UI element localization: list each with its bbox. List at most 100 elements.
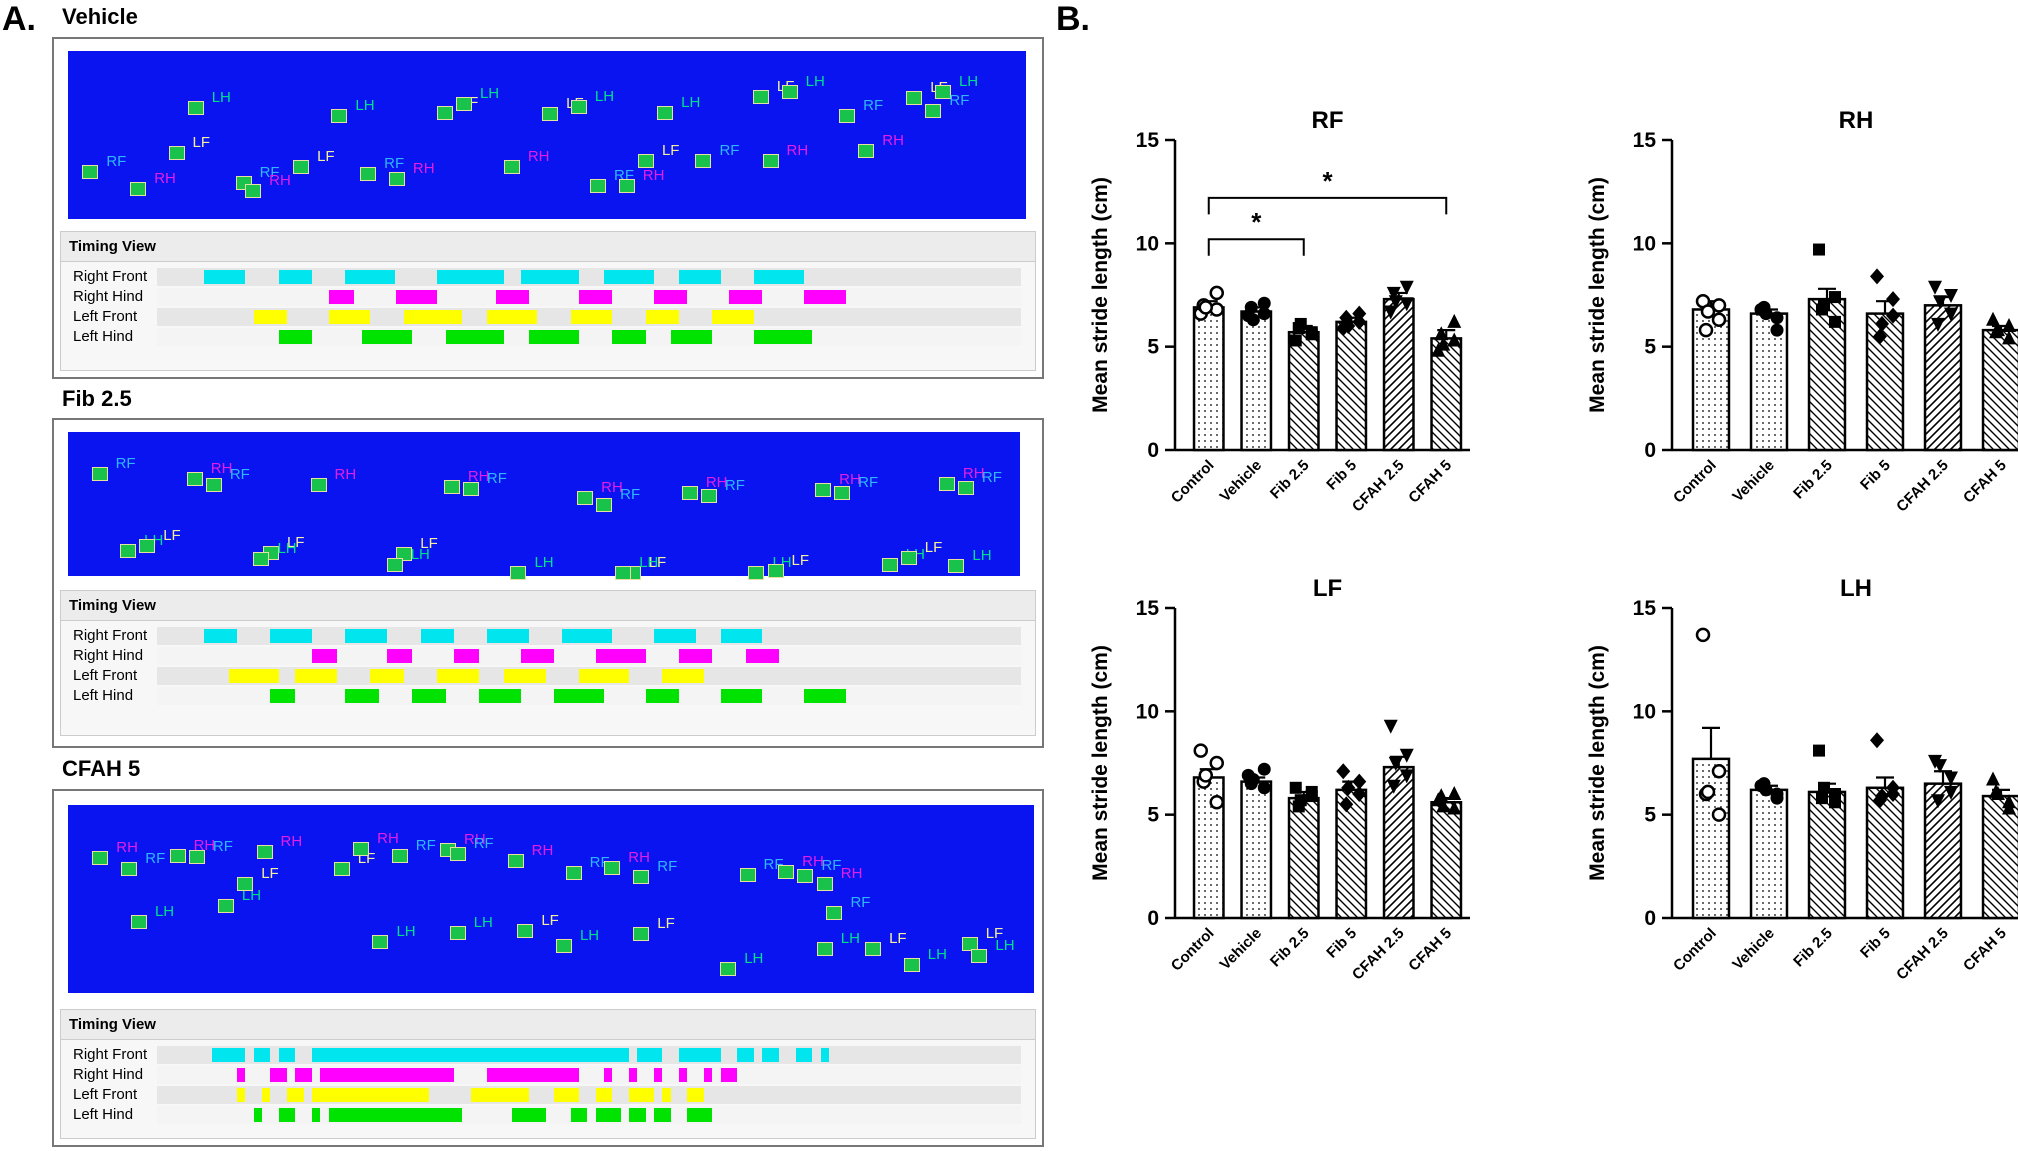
paw-print bbox=[577, 491, 594, 506]
data-point bbox=[1818, 781, 1830, 794]
timing-bar bbox=[662, 669, 705, 683]
paw-label: RF bbox=[657, 858, 678, 876]
paw-label: RH bbox=[527, 148, 550, 166]
paw-label: RH bbox=[467, 467, 490, 485]
data-point bbox=[1352, 313, 1367, 330]
timing-bar bbox=[387, 649, 413, 663]
bar bbox=[1335, 788, 1368, 920]
bar bbox=[1240, 780, 1273, 920]
x-tick-label: CFAH 5 bbox=[1405, 457, 1455, 507]
data-point bbox=[1436, 336, 1451, 351]
x-tick-label: CFAH 5 bbox=[1960, 457, 2010, 507]
data-point bbox=[1770, 791, 1784, 805]
paw-label: RH bbox=[882, 132, 904, 150]
data-point bbox=[1399, 280, 1414, 295]
y-tick-label: 5 bbox=[1147, 336, 1159, 359]
significance-label: * bbox=[1251, 207, 1262, 237]
timing-bar bbox=[487, 310, 538, 324]
paw-print bbox=[449, 847, 466, 862]
timing-bar bbox=[654, 1108, 671, 1122]
paw-print bbox=[762, 154, 779, 169]
paw-label: LH bbox=[995, 936, 1015, 954]
data-point bbox=[1399, 769, 1414, 784]
paw-label: LH bbox=[972, 546, 992, 564]
paw-label: RF bbox=[949, 92, 970, 110]
paw-label: RH bbox=[210, 459, 233, 477]
bar bbox=[1335, 320, 1368, 452]
data-point bbox=[1388, 295, 1403, 310]
chart-title: RF bbox=[1312, 107, 1344, 134]
timing-bar bbox=[237, 1088, 246, 1102]
bar bbox=[1749, 788, 1789, 920]
paw-print bbox=[657, 105, 674, 120]
paw-print bbox=[957, 480, 974, 495]
paw-label: LH bbox=[639, 554, 659, 571]
paw-print bbox=[865, 942, 882, 957]
paw-label: LF bbox=[261, 865, 279, 883]
paw-print bbox=[596, 497, 613, 512]
data-point bbox=[1770, 311, 1784, 325]
data-point bbox=[1886, 779, 1900, 796]
paw-print bbox=[139, 539, 156, 554]
paw-print bbox=[130, 181, 147, 196]
timing-bar bbox=[253, 1108, 263, 1122]
timing-bar bbox=[512, 1108, 546, 1122]
data-point bbox=[1933, 759, 1947, 774]
data-point bbox=[1447, 313, 1462, 328]
paw-print bbox=[948, 558, 965, 573]
timing-row-label: Left Hind bbox=[73, 687, 134, 704]
y-tick-label: 5 bbox=[1147, 804, 1159, 827]
paw-print bbox=[168, 145, 185, 160]
y-tick-label: 10 bbox=[1633, 700, 1656, 723]
paw-print bbox=[752, 89, 769, 104]
paw-label: LH bbox=[211, 88, 231, 106]
paw-print bbox=[186, 471, 203, 486]
timing-bar bbox=[328, 310, 371, 324]
paw-print bbox=[372, 935, 389, 950]
data-point bbox=[1711, 807, 1727, 822]
bar bbox=[1382, 297, 1415, 452]
paw-label: RH bbox=[280, 832, 303, 850]
paw-print bbox=[130, 914, 147, 929]
x-tick-label: Vehicle bbox=[1216, 925, 1265, 974]
paw-print bbox=[826, 905, 843, 920]
paw-print bbox=[217, 898, 234, 913]
paw-print bbox=[925, 104, 942, 119]
timing-row: Right Hind bbox=[61, 288, 1035, 306]
timing-bar bbox=[737, 1048, 755, 1062]
timing-bar bbox=[312, 1048, 329, 1062]
data-point bbox=[1698, 322, 1714, 338]
cfah-5-gait-track: RH RF LH RH RF LH RH LF LF RH RF LH RH RF LH LF RH RF LH LF… bbox=[68, 805, 1034, 993]
bar bbox=[1923, 304, 1963, 452]
data-point bbox=[1289, 781, 1302, 794]
paw-print bbox=[92, 851, 109, 866]
paw-print bbox=[310, 477, 327, 492]
data-point bbox=[2002, 800, 2016, 815]
data-point bbox=[1244, 300, 1258, 314]
data-point bbox=[1875, 788, 1889, 805]
panel-a-letter: A. bbox=[2, 0, 36, 38]
timing-bar bbox=[278, 270, 313, 284]
timing-bar bbox=[604, 1068, 613, 1082]
timing-bar bbox=[570, 310, 613, 324]
bar bbox=[1865, 786, 1905, 920]
data-point bbox=[1434, 326, 1449, 341]
vehicle-gait-track: LHLHLFLFRFRFRHRHRFRHLFLHLFLHRHLHLFRFRHRF… bbox=[68, 51, 1026, 219]
paw-label: RH bbox=[412, 160, 435, 178]
y-tick-label: 5 bbox=[1644, 804, 1656, 827]
cfah-5-timing-view: Timing View Right Front Right Hind Left Fr… bbox=[60, 1009, 1036, 1139]
timing-bar bbox=[278, 330, 313, 344]
data-point bbox=[1341, 318, 1356, 334]
paw-print bbox=[331, 109, 348, 124]
paw-print bbox=[449, 925, 466, 940]
timing-row: Right Front bbox=[61, 268, 1035, 286]
timing-bar bbox=[687, 1108, 713, 1122]
timing-bar bbox=[712, 310, 755, 324]
data-point bbox=[1875, 315, 1889, 332]
timing-row: Left Front bbox=[61, 308, 1035, 326]
paw-label: LF bbox=[657, 915, 675, 933]
timing-bar bbox=[679, 649, 713, 663]
timing-bar bbox=[328, 1048, 346, 1062]
timing-row-label: Left Front bbox=[73, 667, 138, 684]
timing-bar bbox=[470, 1088, 488, 1102]
